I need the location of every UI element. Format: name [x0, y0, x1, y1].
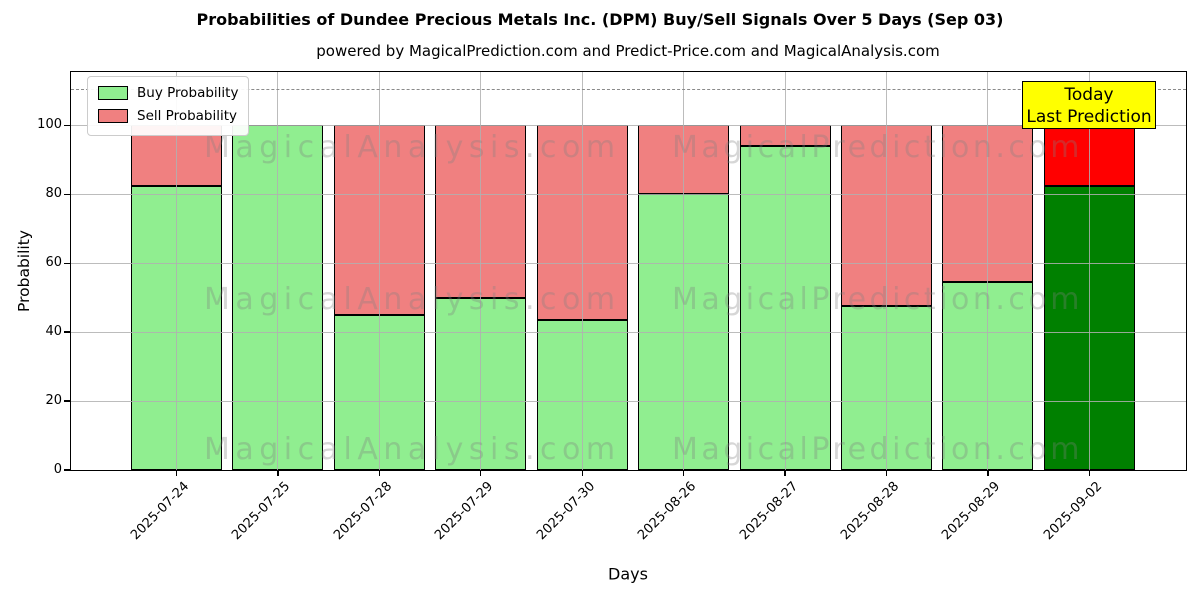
v-gridline	[176, 72, 177, 470]
callout-line2: Last Prediction	[1026, 107, 1152, 127]
x-tick-mark	[277, 470, 279, 476]
y-tick-mark	[64, 193, 71, 196]
y-tick-mark	[64, 331, 71, 333]
x-tick-label: 2025-09-02	[1040, 479, 1105, 544]
legend: Buy Probability Sell Probability	[87, 76, 249, 136]
v-gridline	[987, 72, 989, 470]
x-tick-label: 2025-08-26	[635, 479, 700, 544]
legend-label-sell: Sell Probability	[137, 108, 238, 124]
y-tick-label: 60	[45, 255, 62, 271]
y-tick-label: 0	[53, 462, 62, 477]
chart-subtitle: powered by MagicalPrediction.com and Pre…	[316, 42, 940, 60]
v-gridline	[277, 72, 279, 470]
callout-line1: Today	[1064, 85, 1114, 105]
y-tick-mark	[64, 469, 71, 471]
v-gridline	[581, 72, 583, 470]
x-tick-mark	[175, 470, 178, 476]
x-tick-label: 2025-07-30	[533, 479, 598, 544]
buy-swatch-icon	[98, 86, 128, 100]
x-axis-label: Days	[608, 564, 648, 584]
v-gridline	[683, 72, 685, 470]
v-gridline	[1088, 72, 1090, 470]
y-tick-mark	[64, 124, 71, 127]
x-tick-label: 2025-07-28	[330, 479, 395, 544]
x-tick-mark	[987, 470, 989, 476]
legend-label-buy: Buy Probability	[137, 85, 239, 101]
x-tick-mark	[581, 470, 583, 476]
x-tick-label: 2025-08-28	[838, 479, 903, 544]
v-gridline	[886, 72, 887, 470]
sell-swatch-icon	[98, 109, 128, 123]
x-tick-mark	[1088, 470, 1091, 476]
y-tick-label: 20	[45, 393, 62, 409]
legend-item-buy: Buy Probability	[98, 85, 238, 101]
y-tick-label: 80	[45, 186, 62, 202]
h-gridline	[71, 193, 1186, 195]
h-gridline	[71, 262, 1186, 264]
v-gridline	[784, 72, 786, 470]
y-tick-mark	[64, 400, 71, 402]
legend-item-sell: Sell Probability	[98, 108, 238, 124]
x-tick-label: 2025-07-25	[229, 479, 294, 544]
x-tick-mark	[885, 470, 888, 476]
chart-title: Probabilities of Dundee Precious Metals …	[196, 10, 1004, 29]
v-gridline	[480, 72, 482, 470]
y-tick-mark	[64, 262, 71, 264]
y-tick-label: 40	[45, 324, 62, 340]
h-gridline	[71, 400, 1186, 402]
x-tick-label: 2025-08-29	[939, 479, 1004, 544]
h-gridline	[71, 124, 1186, 126]
y-axis-label: Probability	[15, 230, 33, 312]
x-tick-label: 2025-08-27	[736, 479, 801, 544]
x-tick-label: 2025-07-29	[432, 479, 497, 544]
today-last-prediction-callout: Today Last Prediction	[1022, 81, 1156, 129]
y-tick-label: 100	[37, 117, 62, 133]
x-tick-label: 2025-07-24	[128, 479, 193, 544]
h-gridline	[71, 331, 1186, 333]
dashed-reference-line	[71, 89, 1186, 91]
x-tick-mark	[682, 470, 685, 476]
x-tick-mark	[480, 470, 482, 476]
x-tick-mark	[784, 470, 786, 476]
v-gridline	[378, 72, 380, 470]
x-tick-mark	[378, 470, 381, 476]
